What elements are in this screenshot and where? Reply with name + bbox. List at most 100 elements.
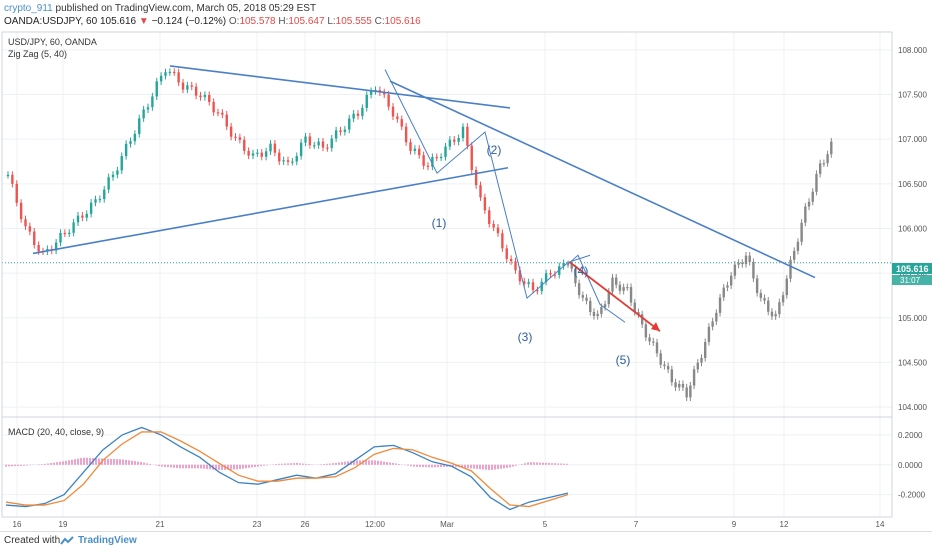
candle-body: [741, 262, 744, 265]
projection-arrow-line: [569, 261, 661, 332]
candle-body: [644, 324, 648, 338]
projection-arrowhead: [651, 322, 660, 332]
candle-body: [496, 227, 500, 234]
candle-body: [574, 268, 577, 284]
candle-body: [659, 353, 662, 365]
price-candles: [6, 68, 833, 401]
candle-body: [383, 92, 386, 95]
candle-body: [422, 155, 425, 166]
candle-body: [444, 146, 447, 157]
candle-body: [457, 137, 460, 142]
candle-body: [711, 321, 714, 327]
candle-body: [400, 119, 403, 127]
candle-body: [518, 270, 522, 282]
chart-grid: [2, 32, 892, 517]
candle-body: [120, 156, 123, 171]
candle-body: [413, 148, 417, 151]
descending-trendline: [389, 80, 816, 279]
time-tick-label: 21: [156, 520, 165, 529]
candle-body: [291, 161, 294, 163]
candle-body: [822, 163, 826, 165]
high-label: H:: [278, 16, 289, 27]
candle-body: [461, 126, 465, 138]
candle-body: [592, 311, 596, 317]
time-tick-label: 23: [253, 520, 262, 529]
candle-body: [722, 287, 725, 298]
candle-body: [234, 136, 237, 138]
candle-body: [418, 148, 421, 156]
candle-body: [523, 281, 526, 285]
candle-body: [326, 147, 329, 149]
time-tick-label: 19: [59, 520, 68, 529]
candle-body: [752, 261, 755, 279]
candle-body: [607, 291, 610, 305]
candle-body: [138, 118, 141, 134]
candle-body: [470, 145, 473, 170]
candle-body: [785, 278, 788, 296]
candle-body: [505, 248, 508, 259]
wave-label: (2): [487, 143, 502, 157]
candle-body: [763, 298, 766, 301]
candle-body: [700, 357, 703, 363]
candle-body: [726, 285, 729, 288]
time-tick-label: 9: [732, 520, 737, 529]
candle-body: [793, 250, 796, 260]
tradingview-brand[interactable]: TradingView: [78, 535, 137, 546]
candle-body: [479, 185, 482, 198]
candle-body: [116, 170, 119, 175]
candle-body: [807, 201, 811, 207]
candle-body: [124, 143, 128, 157]
symbol-pane-label: USD/JPY, 60, OANDA: [8, 37, 97, 47]
ohlc-line: OANDA:USDJPY, 60 105.616 ▼ −0.124 (−0.12…: [4, 15, 421, 28]
candle-body: [544, 273, 548, 282]
candle-body: [256, 152, 259, 154]
chart-canvas[interactable]: USD/JPY, 60, OANDA Zig Zag (5, 40) MACD …: [0, 28, 932, 531]
candle-body: [155, 81, 158, 97]
time-tick-label: 26: [301, 520, 310, 529]
candle-body: [755, 278, 759, 294]
candle-body: [247, 150, 250, 156]
candle-body: [190, 85, 193, 87]
candle-body: [146, 107, 150, 110]
candle-body: [466, 126, 469, 146]
candle-body: [212, 101, 215, 113]
candle-body: [596, 313, 599, 317]
time-tick-label: 12: [780, 520, 789, 529]
tradingview-logo-icon: [60, 536, 74, 545]
trendlines[interactable]: [32, 65, 816, 332]
price-tag: 105.616 31:07: [892, 263, 932, 285]
candle-body: [317, 141, 320, 146]
candle-body: [637, 312, 640, 315]
candle-body: [589, 300, 592, 312]
last-price: 105.616: [99, 16, 137, 27]
symbol-label: OANDA:USDJPY, 60: [4, 16, 98, 27]
candle-body: [72, 222, 75, 233]
candle-body: [63, 232, 67, 235]
candle-body: [168, 71, 172, 74]
created-with-text: Created with: [4, 535, 61, 546]
macd-pane: [5, 426, 569, 511]
time-axis[interactable]: 16 19 21 23 26 12:00 Mar 5 7 9 12 14: [13, 520, 885, 529]
candle-body: [286, 160, 290, 162]
candle-body: [229, 126, 233, 137]
candle-body: [221, 112, 224, 115]
candle-body: [396, 116, 399, 120]
candle-body: [435, 157, 438, 159]
username-link[interactable]: crypto_911: [4, 3, 53, 14]
candle-body: [28, 226, 32, 232]
candle-body: [129, 141, 132, 144]
candle-body: [707, 326, 711, 343]
candle-body: [282, 160, 285, 162]
price-tick-label: 107.000: [898, 135, 927, 144]
candle-body: [404, 126, 408, 143]
candle-body: [540, 281, 543, 291]
candle-body: [626, 287, 629, 289]
candle-body: [652, 341, 655, 343]
candle-body: [483, 197, 487, 211]
candle-body: [577, 283, 581, 296]
macd-line: [5, 426, 569, 511]
candle-body: [737, 262, 740, 265]
candle-body: [778, 302, 781, 315]
candle-body: [186, 85, 189, 90]
candle-body: [181, 82, 185, 90]
